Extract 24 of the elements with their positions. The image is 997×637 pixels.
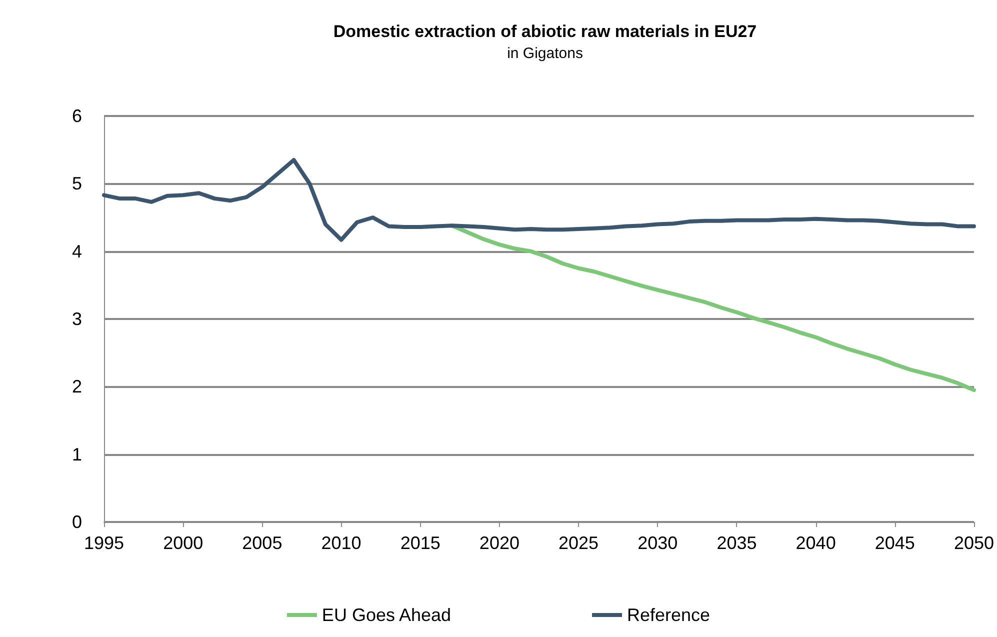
y-tick-label: 4: [72, 241, 82, 262]
line-series: [102, 158, 976, 242]
y-tick-label: 3: [72, 309, 82, 329]
y-tick-label: 5: [72, 174, 82, 194]
chart-subtitle: in Gigatons: [507, 45, 583, 62]
legend-label: EU Goes Ahead: [322, 605, 452, 625]
x-tick-label: 2005: [242, 533, 282, 553]
x-tick-label: 2045: [874, 533, 915, 553]
y-tick-label: 2: [72, 376, 82, 397]
x-tick-label: 2010: [321, 533, 362, 553]
x-tick-label: 2020: [479, 533, 520, 553]
chart-title: Domestic extraction of abiotic raw materials in EU27: [333, 22, 757, 41]
x-tick-label: 2030: [638, 533, 678, 553]
x-tick-label: 2040: [796, 533, 836, 553]
legend-label: Reference: [627, 605, 710, 625]
y-tick-label: 0: [72, 512, 82, 532]
x-tick-label: 1995: [84, 533, 124, 553]
x-tick-label: 2025: [558, 533, 599, 553]
y-tick-label: 6: [72, 106, 82, 126]
x-tick-label: 2015: [400, 533, 440, 553]
y-tick-label: 1: [72, 444, 82, 464]
x-tick-label: 2050: [954, 533, 994, 553]
x-tick-label: 2000: [163, 533, 204, 553]
x-tick-label: 2035: [716, 533, 757, 553]
